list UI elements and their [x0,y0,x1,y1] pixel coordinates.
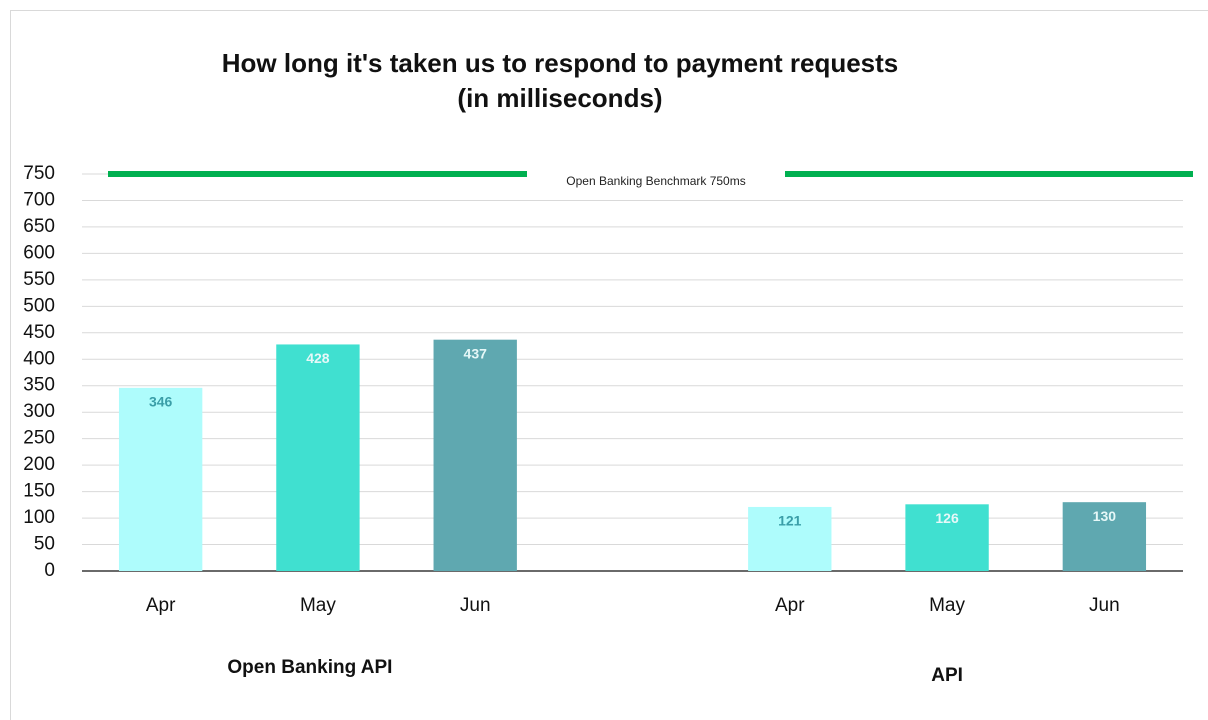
data-label: 130 [1093,508,1117,524]
chart-frame [10,10,1208,720]
bar [748,506,832,571]
y-tick-label: 100 [23,507,55,528]
y-tick-label: 650 [23,216,55,237]
x-tick-label: Jun [1089,595,1120,616]
data-label: 121 [778,513,802,529]
x-tick-label: Apr [146,595,176,616]
y-tick-label: 600 [23,242,55,263]
data-label: 437 [464,345,488,361]
group-label: API [931,665,963,686]
y-tick-label: 350 [23,375,55,396]
bar [118,387,203,571]
y-tick-label: 250 [23,428,55,449]
bar [433,339,517,571]
group-label: Open Banking API [227,657,392,678]
y-tick-label: 700 [23,189,55,210]
x-tick-label: May [300,595,336,616]
y-tick-label: 450 [23,322,55,343]
data-label: 126 [935,510,959,526]
y-tick-label: 750 [23,163,55,184]
bar [1062,502,1147,571]
benchmark-label-box [527,162,785,200]
x-tick-label: Jun [460,595,491,616]
data-label: 346 [149,394,173,410]
benchmark-label: Open Banking Benchmark 750ms [566,174,745,188]
bar [276,344,360,571]
data-label: 428 [306,350,330,366]
chart-title: How long it's taken us to respond to pay… [222,48,899,78]
y-tick-label: 0 [44,560,55,581]
y-tick-label: 500 [23,295,55,316]
chart-subtitle: (in milliseconds) [457,83,662,113]
y-tick-label: 300 [23,401,55,422]
x-tick-label: Apr [775,595,805,616]
y-tick-label: 50 [34,534,55,555]
y-tick-label: 150 [23,481,55,502]
y-tick-label: 400 [23,348,55,369]
y-tick-label: 200 [23,454,55,475]
bar [905,504,989,571]
x-tick-label: May [929,595,965,616]
y-tick-label: 550 [23,269,55,290]
